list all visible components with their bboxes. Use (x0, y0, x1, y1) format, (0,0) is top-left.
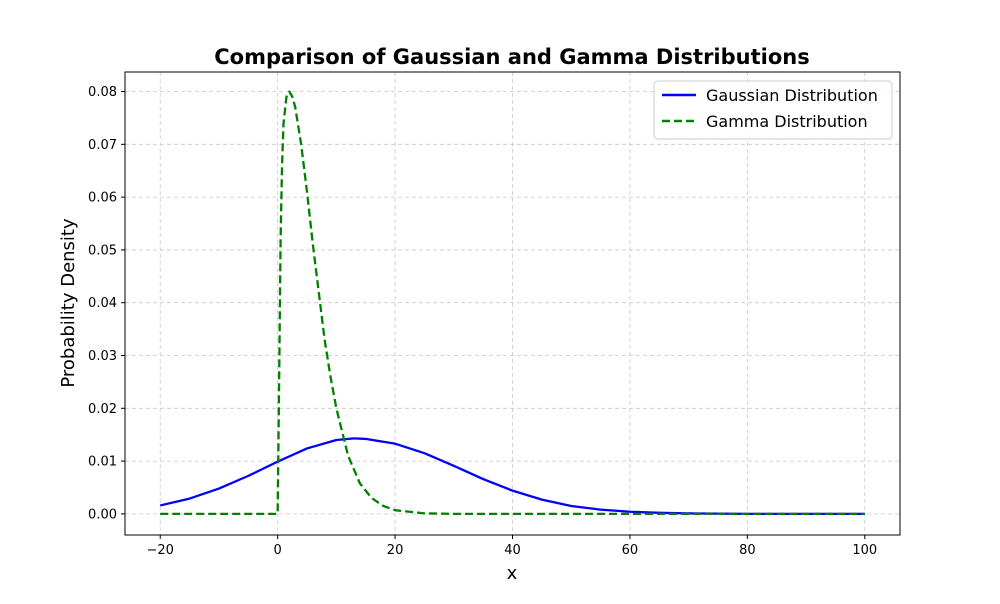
x-tick-label: 40 (504, 543, 521, 558)
y-tick-label: 0.04 (88, 296, 117, 311)
legend-label-gaussian: Gaussian Distribution (706, 86, 878, 105)
grid (125, 72, 900, 535)
y-tick-label: 0.06 (88, 191, 117, 206)
y-tick-label: 0.08 (88, 85, 117, 100)
x-tick-label: 80 (739, 543, 756, 558)
y-tick-label: 0.05 (88, 243, 117, 258)
chart-title: Comparison of Gaussian and Gamma Distrib… (214, 45, 809, 69)
x-axis-label: x (507, 563, 518, 584)
y-tick-label: 0.01 (88, 455, 117, 470)
y-tick-label: 0.03 (88, 349, 117, 364)
y-tick-label: 0.02 (88, 402, 117, 417)
legend-box (653, 80, 893, 140)
legend: Gaussian Distribution Gamma Distribution (653, 80, 893, 140)
x-tick-label: 20 (387, 543, 404, 558)
y-tick-label: 0.07 (88, 138, 117, 153)
y-tick-label: 0.00 (88, 507, 117, 522)
axis-ticks: −20 0 20 40 60 80 100 0.00 0.01 0.02 0.03 0.04 0.05 0… (88, 85, 877, 558)
x-tick-label: 100 (852, 543, 877, 558)
series-lines (159, 90, 865, 516)
x-tick-label: 60 (622, 543, 639, 558)
series-line-gamma-distribution (160, 90, 865, 516)
legend-label-gamma: Gamma Distribution (706, 112, 868, 131)
x-tick-label: 0 (274, 543, 282, 558)
y-axis-label: Probability Density (58, 218, 79, 388)
x-tick-label: −20 (147, 543, 174, 558)
